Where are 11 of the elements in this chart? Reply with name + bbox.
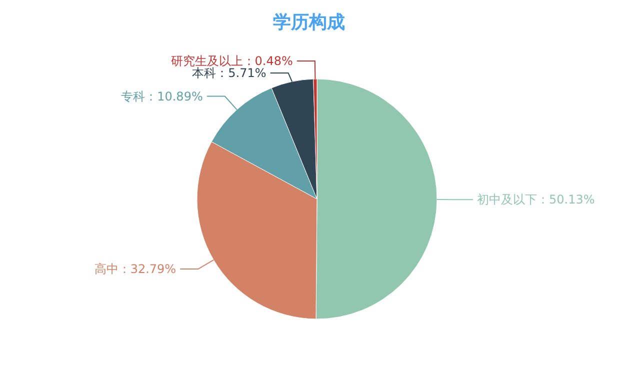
chart-title: 学历构成: [273, 12, 345, 33]
slice-label: 高中: [94, 262, 118, 276]
data-label: ：0.48%: [242, 54, 293, 68]
slice-label: 初中及以下: [477, 192, 537, 207]
slice-label: 专科: [121, 89, 146, 104]
data-label: ：10.89%: [145, 89, 203, 104]
data-label: ：5.71%: [216, 66, 266, 80]
slice-label: 本科: [192, 66, 216, 80]
slice-label: 研究生及以上: [170, 54, 243, 68]
data-label: ：50.13%: [537, 192, 595, 207]
data-label: ：32.79%: [118, 262, 176, 276]
